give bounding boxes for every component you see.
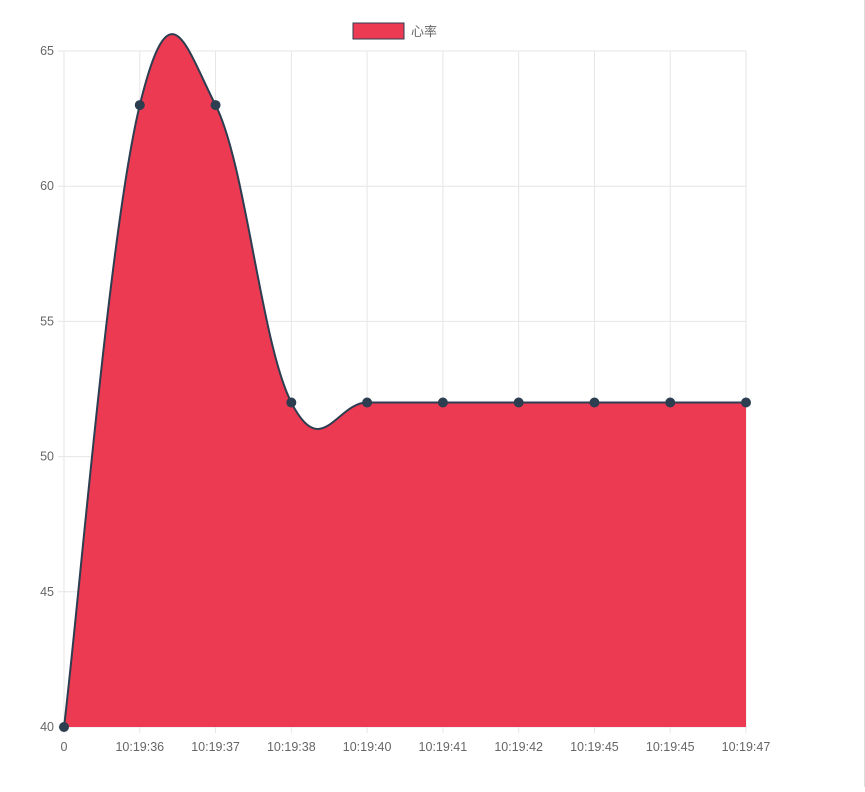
- axes: 40 45 50 55 60 65 0 10:19:36 10:19:37 10:19:38 10:…: [40, 44, 770, 754]
- area-fill: [64, 34, 746, 728]
- y-tick-label: 55: [40, 314, 54, 328]
- y-tick-label: 60: [40, 179, 54, 193]
- x-tick-label: 10:19:45: [570, 740, 619, 754]
- x-tick-label: 10:19:42: [494, 740, 543, 754]
- x-tick-label: 0: [61, 740, 68, 754]
- legend-label[interactable]: 心率: [411, 24, 437, 39]
- data-point[interactable]: [437, 397, 448, 408]
- data-point[interactable]: [286, 397, 297, 408]
- legend: 心率: [352, 22, 437, 40]
- data-point[interactable]: [362, 397, 373, 408]
- data-point[interactable]: [513, 397, 524, 408]
- data-point[interactable]: [134, 100, 145, 111]
- y-tick-label: 50: [40, 450, 54, 464]
- x-tick-label: 10:19:40: [343, 740, 392, 754]
- data-point[interactable]: [59, 722, 69, 732]
- data-point[interactable]: [589, 397, 600, 408]
- y-tick-label: 45: [40, 585, 54, 599]
- legend-swatch[interactable]: [352, 22, 405, 40]
- x-tick-label: 10:19:37: [191, 740, 240, 754]
- data-points: [59, 100, 751, 732]
- data-point[interactable]: [665, 397, 676, 408]
- plot-area: [63, 33, 746, 728]
- x-tick-label: 10:19:38: [267, 740, 316, 754]
- x-tick-label: 10:19:41: [419, 740, 468, 754]
- x-tick-label: 10:19:47: [722, 740, 771, 754]
- x-tick-label: 10:19:45: [646, 740, 695, 754]
- y-tick-label: 40: [40, 720, 54, 734]
- data-point[interactable]: [210, 100, 221, 111]
- x-tick-label: 10:19:36: [115, 740, 164, 754]
- data-point[interactable]: [741, 397, 751, 408]
- y-tick-label: 65: [40, 44, 54, 58]
